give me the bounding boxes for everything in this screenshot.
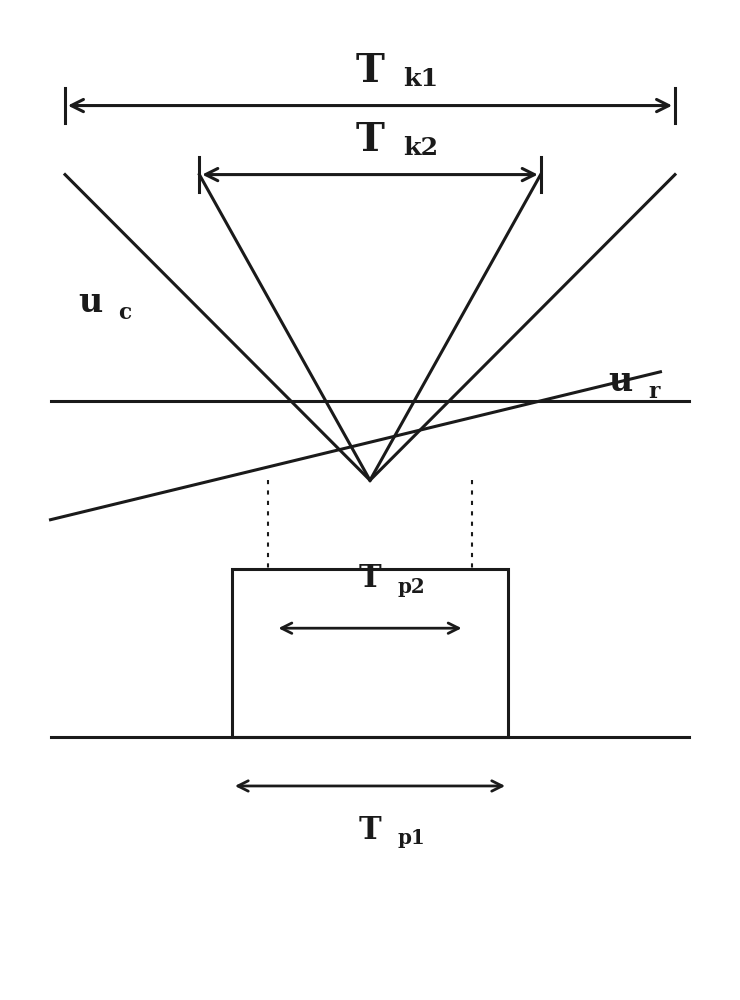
- Text: k2: k2: [403, 136, 438, 160]
- Text: u: u: [608, 365, 633, 398]
- Text: c: c: [118, 302, 131, 324]
- Text: T: T: [359, 563, 381, 594]
- Text: r: r: [648, 381, 659, 403]
- Text: p2: p2: [397, 577, 426, 597]
- Text: u: u: [78, 286, 103, 319]
- Text: p1: p1: [397, 828, 426, 848]
- Text: T: T: [355, 121, 385, 159]
- Text: T: T: [355, 52, 385, 90]
- Text: k1: k1: [403, 67, 438, 91]
- Text: T: T: [359, 815, 381, 846]
- Bar: [232, 569, 508, 737]
